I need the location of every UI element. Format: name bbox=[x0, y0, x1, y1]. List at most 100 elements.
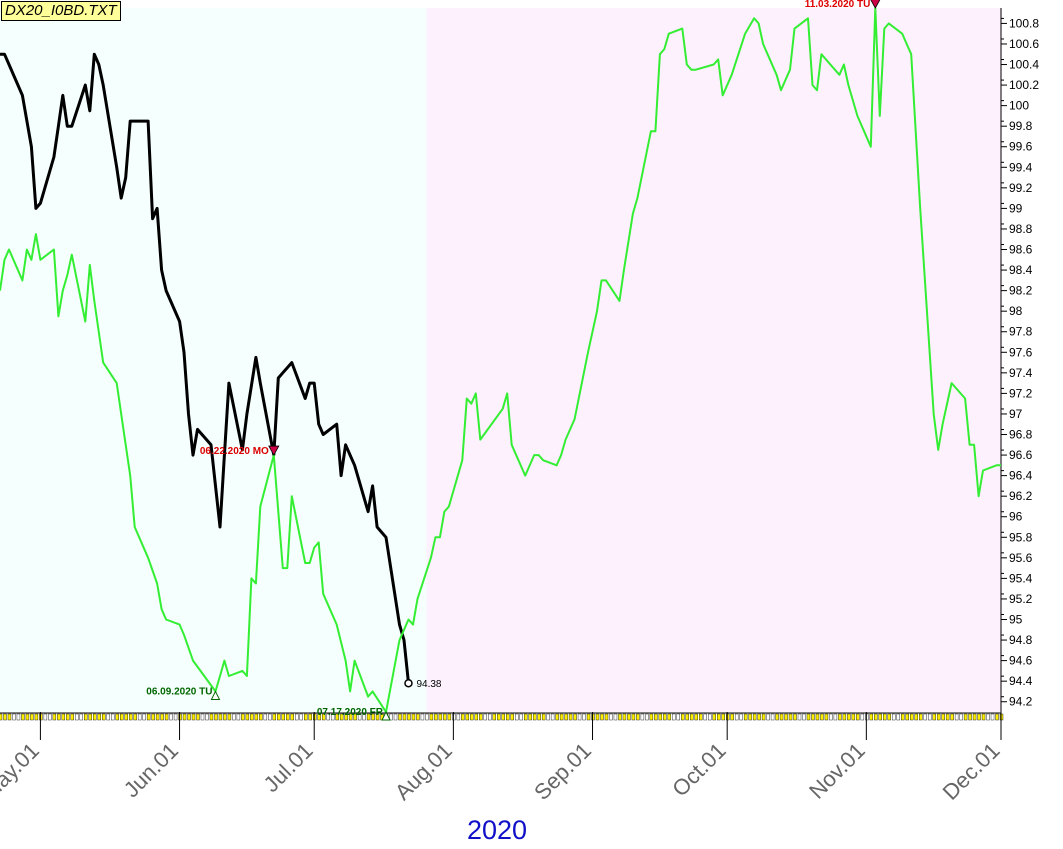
day-tick bbox=[348, 713, 353, 721]
day-tick bbox=[146, 713, 151, 721]
day-tick bbox=[227, 713, 232, 721]
day-tick bbox=[564, 713, 568, 721]
day-tick bbox=[173, 713, 178, 721]
day-tick bbox=[523, 713, 528, 721]
day-tick bbox=[483, 713, 487, 721]
day-tick bbox=[34, 713, 39, 721]
day-tick bbox=[694, 713, 698, 721]
day-tick bbox=[191, 713, 196, 721]
day-tick bbox=[622, 713, 627, 721]
day-tick bbox=[586, 713, 591, 721]
day-tick bbox=[739, 713, 743, 721]
day-tick bbox=[443, 713, 447, 721]
x-tick-label: Sep.01 bbox=[529, 738, 596, 805]
day-tick bbox=[268, 713, 272, 721]
day-tick bbox=[281, 713, 285, 721]
day-tick bbox=[488, 713, 492, 721]
last-value-marker bbox=[404, 678, 413, 688]
day-tick bbox=[537, 713, 541, 721]
day-tick bbox=[878, 713, 883, 721]
day-tick bbox=[784, 713, 788, 721]
x-tick-label: Jun.01 bbox=[119, 738, 183, 802]
day-tick bbox=[137, 713, 142, 721]
day-tick bbox=[820, 713, 824, 721]
day-tick bbox=[869, 713, 874, 721]
day-tick bbox=[142, 713, 146, 721]
day-tick bbox=[128, 713, 133, 721]
day-tick bbox=[811, 713, 815, 721]
day-tick bbox=[676, 713, 681, 721]
day-tick bbox=[708, 713, 712, 721]
shaded-regions bbox=[0, 8, 1002, 712]
day-tick bbox=[892, 713, 896, 721]
day-tick bbox=[330, 713, 335, 721]
day-tick bbox=[649, 713, 654, 721]
day-tick bbox=[16, 713, 21, 721]
day-tick bbox=[470, 713, 474, 721]
day-tick bbox=[990, 713, 995, 721]
day-tick bbox=[851, 713, 856, 721]
day-tick bbox=[981, 713, 986, 721]
day-tick bbox=[48, 713, 52, 721]
day-tick bbox=[236, 713, 241, 721]
shaded-region-1 bbox=[426, 8, 1002, 712]
day-tick bbox=[627, 713, 631, 721]
day-tick bbox=[901, 713, 905, 721]
day-tick bbox=[613, 713, 618, 721]
day-tick bbox=[492, 713, 496, 721]
day-tick bbox=[573, 713, 577, 721]
day-tick bbox=[497, 713, 501, 721]
day-tick bbox=[0, 713, 3, 721]
day-tick bbox=[860, 713, 865, 721]
y-tick-label: 96.6 bbox=[1009, 448, 1033, 462]
y-tick-label: 99.6 bbox=[1009, 140, 1033, 154]
day-tick bbox=[838, 713, 842, 721]
day-tick bbox=[681, 713, 685, 721]
day-tick bbox=[290, 713, 294, 721]
day-tick bbox=[806, 713, 811, 721]
y-tick-label: 97.6 bbox=[1009, 345, 1033, 359]
y-tick-label: 95.8 bbox=[1009, 530, 1033, 544]
y-tick-label: 94.2 bbox=[1009, 695, 1033, 709]
day-tick bbox=[160, 713, 164, 721]
day-tick bbox=[223, 713, 227, 721]
day-tick bbox=[600, 713, 604, 721]
low-marker bbox=[381, 710, 391, 721]
y-tick-label: 98.8 bbox=[1009, 222, 1033, 236]
day-tick bbox=[699, 713, 703, 721]
day-tick bbox=[761, 713, 766, 721]
day-tick bbox=[214, 713, 218, 721]
day-tick bbox=[474, 713, 479, 721]
x-tick-label: Jul.01 bbox=[259, 738, 318, 797]
day-tick bbox=[420, 713, 425, 721]
day-tick bbox=[79, 713, 83, 721]
day-tick bbox=[972, 713, 977, 721]
day-tick bbox=[905, 713, 909, 721]
day-tick bbox=[636, 713, 640, 721]
day-tick bbox=[339, 713, 344, 721]
day-tick bbox=[936, 713, 941, 721]
day-tick bbox=[654, 713, 658, 721]
x-tick-label: Dec.01 bbox=[938, 738, 1005, 805]
day-tick bbox=[402, 713, 407, 721]
y-tick-label: 97.4 bbox=[1009, 366, 1033, 380]
day-tick bbox=[604, 713, 609, 721]
day-tick bbox=[30, 713, 34, 721]
day-tick bbox=[582, 713, 586, 721]
day-tick bbox=[770, 713, 775, 721]
day-tick bbox=[75, 713, 79, 721]
y-tick-label: 94.4 bbox=[1009, 674, 1033, 688]
day-tick bbox=[106, 713, 110, 721]
day-tick bbox=[519, 713, 523, 721]
day-tick bbox=[357, 713, 362, 721]
day-tick bbox=[344, 713, 348, 721]
file-name-label: DX20_I0BD.TXT bbox=[1, 1, 121, 21]
day-tick bbox=[550, 713, 555, 721]
day-tick bbox=[667, 713, 672, 721]
day-tick bbox=[465, 713, 470, 721]
day-tick bbox=[461, 713, 465, 721]
y-tick-label: 100.6 bbox=[1009, 37, 1039, 51]
day-tick bbox=[277, 713, 281, 721]
day-tick bbox=[752, 713, 757, 721]
